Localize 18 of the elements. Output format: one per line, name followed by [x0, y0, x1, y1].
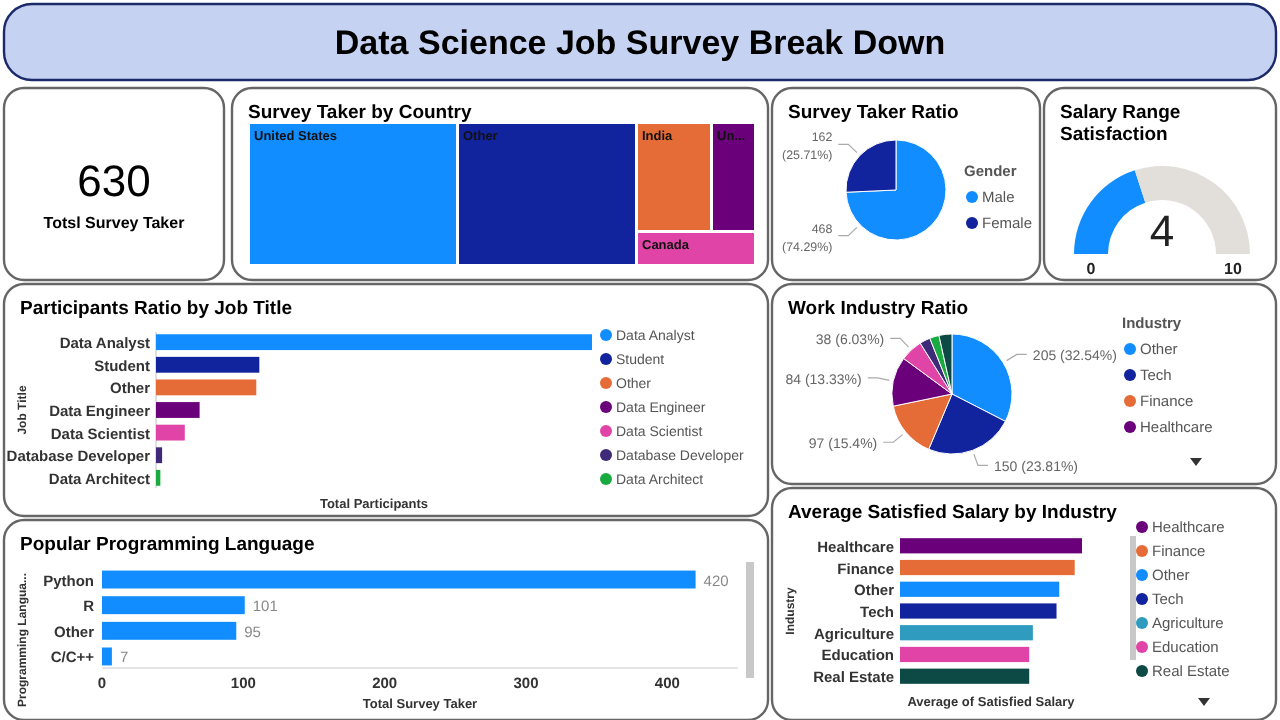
chart-title: Popular Programming Language [20, 534, 315, 556]
text: Survey Taker by Country [248, 102, 473, 124]
text: 0 [1086, 260, 1097, 278]
text: 4 [1149, 206, 1175, 256]
bar [102, 570, 696, 589]
text: 10 [1224, 260, 1243, 278]
bar [102, 647, 112, 666]
chart-title: Survey Taker Ratio [788, 102, 960, 124]
bar [102, 621, 237, 640]
pie-slice [845, 139, 947, 241]
chart-title: Average Satisfied Salary by Industry [788, 502, 1119, 524]
text: 630 [77, 156, 151, 206]
text: Totsl Survey Taker [43, 214, 185, 232]
bar [102, 596, 245, 615]
text: Data Science Job Survey Break Down [334, 24, 946, 62]
chart-title: Salary Range Satisfaction [1060, 102, 1181, 146]
chart-title: Work Industry Ratio [788, 298, 969, 320]
chart-title: Participants Ratio by Job Title [20, 298, 293, 320]
